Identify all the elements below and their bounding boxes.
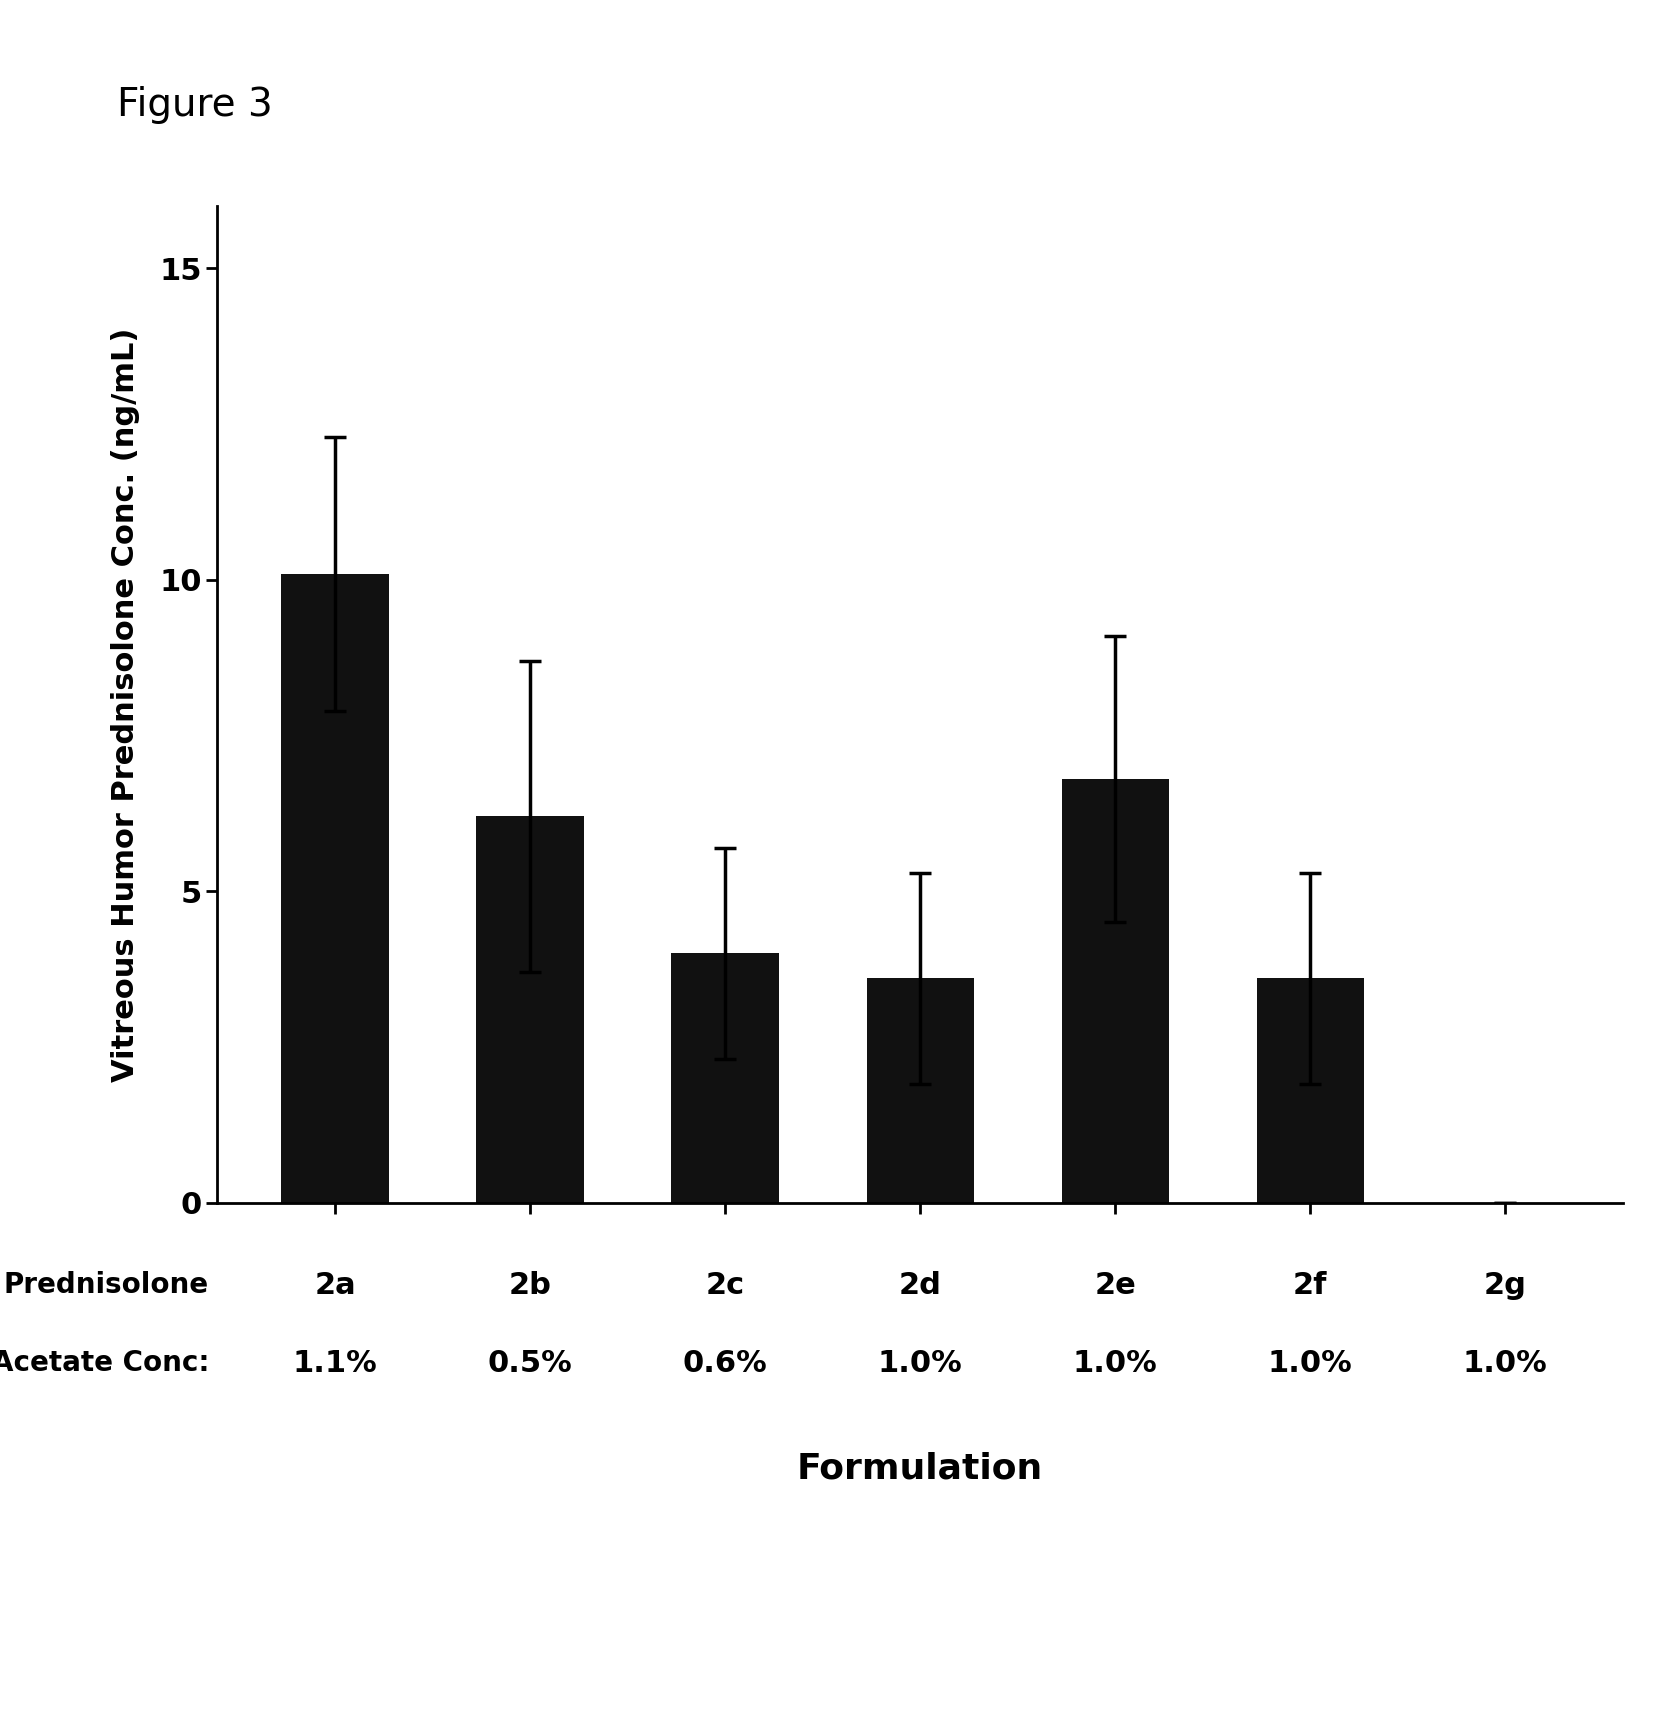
Text: Figure 3: Figure 3 bbox=[117, 86, 273, 124]
Text: 2f: 2f bbox=[1293, 1271, 1327, 1301]
Text: 2e: 2e bbox=[1094, 1271, 1136, 1301]
Bar bbox=[281, 574, 388, 1203]
Text: 0.5%: 0.5% bbox=[487, 1349, 572, 1378]
Text: 2b: 2b bbox=[509, 1271, 552, 1301]
Text: 2c: 2c bbox=[706, 1271, 744, 1301]
Text: Formulation: Formulation bbox=[796, 1452, 1044, 1486]
Text: 1.0%: 1.0% bbox=[1072, 1349, 1158, 1378]
Text: 1.0%: 1.0% bbox=[1462, 1349, 1548, 1378]
Text: 1.0%: 1.0% bbox=[878, 1349, 962, 1378]
Text: 2d: 2d bbox=[898, 1271, 942, 1301]
Bar bbox=[1256, 979, 1363, 1203]
Bar bbox=[867, 979, 974, 1203]
Text: 2g: 2g bbox=[1484, 1271, 1527, 1301]
Y-axis label: Vitreous Humor Prednisolone Conc. (ng/mL): Vitreous Humor Prednisolone Conc. (ng/mL… bbox=[110, 326, 139, 1082]
Bar bbox=[477, 816, 584, 1203]
Text: 1.1%: 1.1% bbox=[293, 1349, 378, 1378]
Text: 1.0%: 1.0% bbox=[1268, 1349, 1353, 1378]
Text: 0.6%: 0.6% bbox=[683, 1349, 768, 1378]
Bar bbox=[1062, 780, 1169, 1203]
Bar bbox=[671, 953, 778, 1203]
Text: Prednisolone: Prednisolone bbox=[3, 1271, 209, 1299]
Text: 2a: 2a bbox=[315, 1271, 356, 1301]
Text: Acetate Conc:: Acetate Conc: bbox=[0, 1349, 209, 1376]
